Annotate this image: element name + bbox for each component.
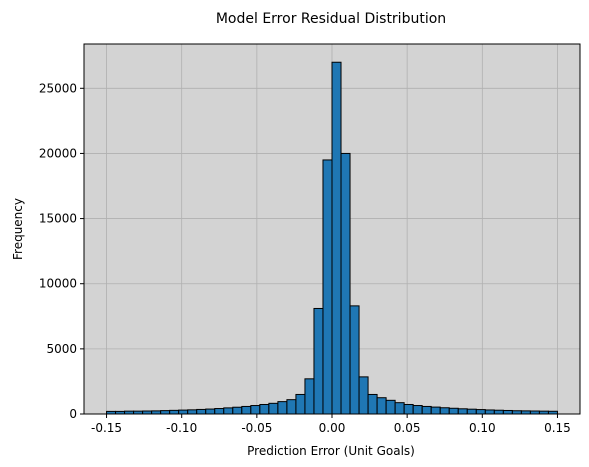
- histogram-bar: [484, 409, 495, 415]
- histogram-bar: [205, 408, 216, 415]
- histogram-bar: [385, 399, 396, 415]
- histogram-bar: [439, 407, 450, 415]
- x-axis-label: Prediction Error (Unit Goals): [247, 444, 415, 458]
- histogram-bar: [331, 61, 342, 415]
- x-tick-label: 0.05: [394, 421, 421, 435]
- histogram-bar: [403, 403, 414, 415]
- x-axis: -0.15 -0.10 -0.05 0.00 0.05 0.10 0.15: [91, 414, 571, 435]
- histogram-bar: [394, 402, 405, 415]
- histogram-bar: [349, 305, 360, 415]
- histogram-bar: [241, 405, 252, 415]
- x-tick-label: -0.10: [166, 421, 197, 435]
- y-tick-label: 15000: [39, 212, 77, 226]
- histogram-bar: [340, 152, 351, 415]
- histogram-bar: [313, 307, 324, 415]
- y-tick-label: 5000: [46, 342, 77, 356]
- y-axis: 0 5000 10000 15000 20000 25000: [39, 81, 84, 421]
- histogram-bars: [106, 61, 558, 415]
- histogram-bar: [196, 408, 207, 415]
- histogram-bar: [322, 159, 333, 415]
- chart-title: Model Error Residual Distribution: [216, 11, 446, 27]
- histogram-bar: [214, 408, 225, 415]
- histogram-bar: [277, 401, 288, 415]
- y-tick-label: 25000: [39, 81, 77, 95]
- histogram-bar: [295, 393, 306, 415]
- histogram-bar: [376, 397, 387, 415]
- x-tick-label: -0.05: [241, 421, 272, 435]
- histogram-bar: [286, 399, 297, 415]
- histogram-bar: [223, 407, 234, 415]
- x-tick-label: -0.15: [91, 421, 122, 435]
- x-tick-label: 0.00: [319, 421, 346, 435]
- histogram-bar: [358, 376, 369, 415]
- histogram-bar: [259, 403, 270, 415]
- y-tick-label: 10000: [39, 277, 77, 291]
- histogram-bar: [502, 409, 513, 415]
- histogram-bar: [304, 378, 315, 415]
- histogram-bar: [250, 405, 261, 415]
- histogram-bar: [448, 407, 459, 415]
- histogram-bar: [160, 410, 171, 415]
- y-tick-label: 0: [69, 407, 77, 421]
- x-tick-label: 0.15: [544, 421, 571, 435]
- histogram-bar: [187, 409, 198, 415]
- histogram-bar: [178, 409, 189, 415]
- x-tick-label: 0.10: [469, 421, 496, 435]
- histogram-bar: [493, 409, 504, 415]
- histogram-bar: [457, 408, 468, 415]
- y-axis-label: Frequency: [11, 198, 25, 260]
- histogram-bar: [466, 408, 477, 415]
- histogram-bar: [268, 402, 279, 415]
- histogram-bar: [430, 406, 441, 415]
- histogram-bar: [412, 405, 423, 415]
- histogram-bar: [367, 393, 378, 415]
- histogram-bar: [475, 409, 486, 415]
- histogram-bar: [232, 406, 243, 415]
- y-tick-label: 20000: [39, 146, 77, 160]
- histogram-bar: [421, 405, 432, 415]
- histogram-bar: [169, 409, 180, 415]
